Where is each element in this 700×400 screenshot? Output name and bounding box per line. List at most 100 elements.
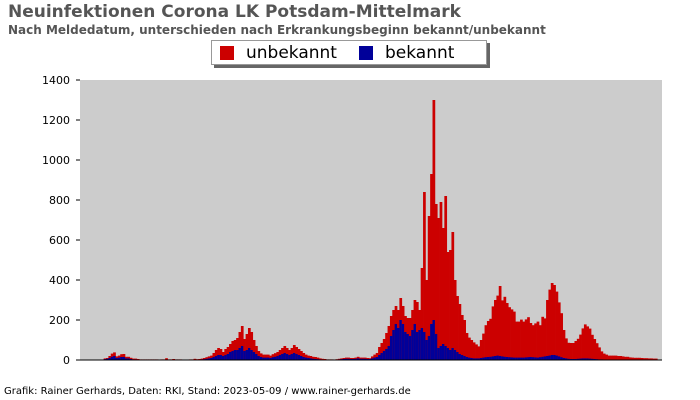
bar-unbekannt: [259, 353, 263, 360]
bar-unbekannt: [264, 354, 268, 360]
bar-unbekannt: [645, 358, 649, 360]
bar-bekannt: [458, 354, 462, 360]
bar-bekannt: [288, 355, 291, 360]
bar-unbekannt: [477, 346, 481, 360]
bar-bekannt: [399, 320, 403, 360]
bar-bekannt: [427, 336, 431, 360]
bar-bekannt: [432, 320, 436, 360]
bar-unbekannt: [247, 328, 251, 360]
bar-bekannt: [309, 358, 313, 360]
bar-bekannt: [494, 356, 497, 360]
bar-bekannt: [238, 348, 242, 360]
bar-bekannt: [122, 357, 126, 360]
bar-unbekannt: [212, 353, 216, 360]
bar-unbekannt: [132, 358, 135, 360]
bar-unbekannt: [555, 291, 559, 360]
bar-bekannt: [347, 358, 351, 360]
bar-bekannt: [363, 358, 367, 360]
bar-unbekannt: [626, 356, 630, 360]
bar-unbekannt: [468, 337, 471, 360]
bar-bekannt: [567, 358, 571, 360]
bar-bekannt: [385, 349, 388, 360]
bar-unbekannt: [635, 357, 639, 360]
bar-unbekannt: [472, 342, 476, 360]
bar-unbekannt: [503, 296, 507, 360]
bar-unbekannt: [262, 354, 265, 360]
bar-unbekannt: [579, 334, 582, 360]
bar-bekannt: [456, 352, 459, 360]
bar-bekannt: [245, 350, 249, 360]
bar-bekannt: [453, 350, 457, 360]
bar-unbekannt: [638, 357, 642, 360]
bar-bekannt: [264, 357, 268, 360]
bar-unbekannt: [562, 330, 566, 360]
bar-unbekannt: [219, 349, 223, 360]
bar-bekannt: [266, 357, 270, 360]
bar-bekannt: [550, 355, 554, 360]
bar-unbekannt: [134, 358, 138, 360]
bar-bekannt: [117, 357, 121, 360]
y-tick-label: 400: [49, 274, 70, 287]
bar-bekannt: [520, 357, 523, 360]
bar-unbekannt: [243, 339, 246, 360]
chart-subtitle: Nach Meldedatum, unterschieden nach Erkr…: [8, 23, 546, 37]
bar-bekannt: [271, 357, 275, 360]
bar-unbekannt: [581, 328, 585, 360]
chart-legend: unbekannt bekannt: [211, 40, 487, 65]
bar-bekannt: [437, 348, 440, 360]
bar-bekannt: [441, 344, 445, 360]
bar-unbekannt: [318, 358, 322, 360]
bar-unbekannt: [245, 334, 249, 360]
bar-bekannt: [482, 357, 485, 360]
bar-bekannt: [344, 358, 348, 360]
bar-unbekannt: [647, 358, 651, 360]
bar-bekannt: [252, 352, 256, 360]
bar-bekannt: [522, 357, 526, 360]
legend-label-unbekannt: unbekannt: [246, 42, 337, 63]
bar-unbekannt: [439, 202, 443, 360]
bar-unbekannt: [423, 192, 426, 360]
bar-unbekannt: [446, 252, 450, 360]
bar-unbekannt: [460, 315, 464, 360]
bar-bekannt: [243, 351, 246, 360]
bar-bekannt: [562, 358, 566, 360]
bar-unbekannt: [574, 341, 578, 360]
bar-unbekannt: [463, 320, 466, 360]
bar-unbekannt: [605, 354, 608, 360]
bar-unbekannt: [375, 353, 379, 360]
bar-unbekannt: [207, 356, 211, 360]
bar-bekannt: [534, 357, 537, 360]
bar-bekannt: [529, 357, 533, 360]
bar-unbekannt: [378, 347, 381, 360]
bar-bekannt: [236, 350, 239, 360]
bar-bekannt: [224, 355, 228, 360]
bar-unbekannt: [543, 318, 547, 360]
bar-bekannt: [278, 355, 282, 360]
bar-unbekannt: [536, 321, 540, 360]
bar-unbekannt: [217, 348, 220, 360]
bar-unbekannt: [444, 196, 448, 360]
bar-bekannt: [387, 346, 391, 360]
y-tick-label: 0: [63, 354, 70, 367]
bar-unbekannt: [269, 355, 272, 360]
bar-bekannt: [517, 357, 521, 360]
bar-unbekannt: [274, 353, 277, 360]
bar-bekannt: [250, 350, 254, 360]
bar-bekannt: [586, 358, 590, 360]
bar-bekannt: [501, 356, 504, 360]
bar-bekannt: [226, 354, 230, 360]
bar-unbekannt: [576, 338, 580, 360]
bar-bekannt: [240, 346, 244, 360]
bar-unbekannt: [505, 303, 509, 360]
bar-bekannt: [210, 358, 213, 360]
bar-unbekannt: [624, 356, 627, 360]
bar-unbekannt: [619, 356, 623, 360]
bar-bekannt: [120, 357, 123, 360]
bar-bekannt: [307, 358, 310, 360]
bar-bekannt: [515, 357, 519, 360]
bar-bekannt: [538, 357, 542, 360]
bar-bekannt: [108, 358, 112, 360]
bar-bekannt: [259, 357, 263, 360]
bar-unbekannt: [643, 358, 646, 360]
